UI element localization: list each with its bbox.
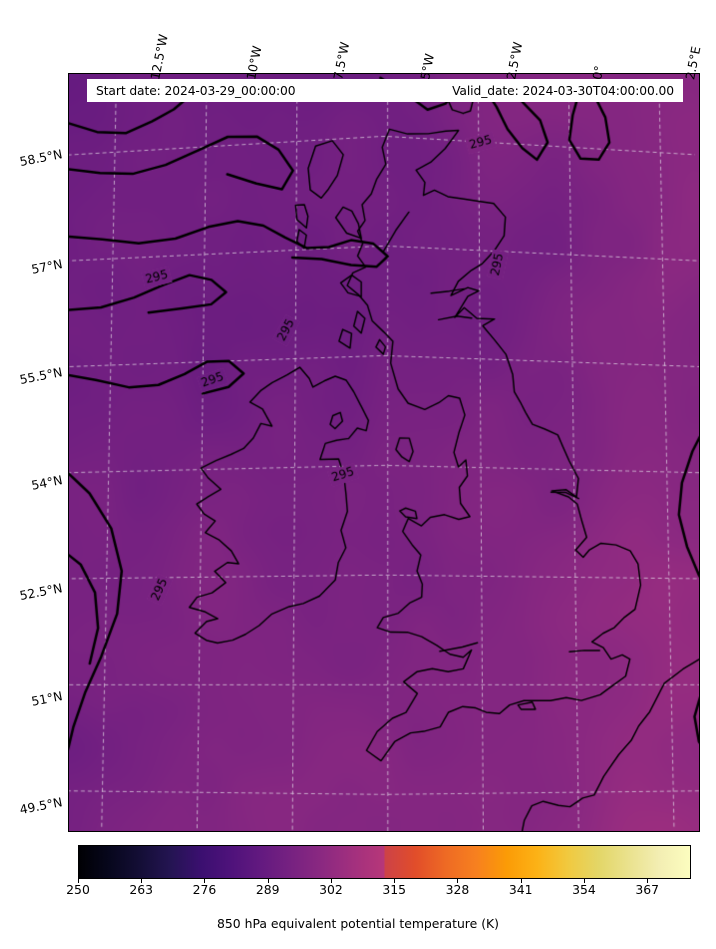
lat-tick-4: 52.5°N — [18, 580, 64, 604]
colorbar-tick-6 — [457, 879, 459, 883]
lat-tick-2: 55.5°N — [18, 364, 64, 388]
start-date-label: Start date: 2024-03-29_00:00:00 — [96, 83, 296, 98]
date-banner: Start date: 2024-03-29_00:00:00 Valid_da… — [87, 79, 683, 102]
colorbar-label-5: 315 — [382, 882, 407, 897]
colorbar-tick-1 — [141, 879, 143, 883]
map-plot-area[interactable]: Start date: 2024-03-29_00:00:00 Valid_da… — [68, 73, 700, 832]
colorbar[interactable] — [78, 845, 691, 883]
colorbar-tick-9 — [647, 879, 649, 883]
colorbar-label-4: 302 — [319, 882, 343, 897]
theta-e-field — [69, 74, 699, 831]
colorbar-label-1: 263 — [129, 882, 154, 897]
colorbar-tick-3 — [267, 879, 269, 883]
colorbar-tick-2 — [204, 879, 206, 883]
colorbar-label-8: 354 — [572, 882, 596, 897]
colorbar-tick-0 — [78, 879, 79, 883]
colorbar-label-6: 328 — [445, 882, 470, 897]
colorbar-title: 850 hPa equivalent potential temperature… — [217, 916, 499, 931]
colorbar-label-7: 341 — [508, 882, 533, 897]
valid-date-label: Valid_date: 2024-03-30T04:00:00.00 — [452, 83, 674, 98]
colorbar-gradient — [78, 845, 691, 879]
lat-tick-5: 51°N — [29, 688, 64, 709]
colorbar-tick-4 — [330, 879, 332, 883]
colorbar-tick-7 — [520, 879, 522, 883]
colorbar-tick-5 — [394, 879, 396, 883]
colorbar-label-2: 276 — [192, 882, 217, 897]
lon-tick-6: 2.5°E — [682, 45, 704, 81]
lat-tick-3: 54°N — [29, 472, 64, 493]
lat-tick-1: 57°N — [29, 256, 64, 277]
colorbar-label-0: 250 — [66, 882, 90, 897]
colorbar-label-9: 367 — [635, 882, 660, 897]
lat-tick-0: 58.5°N — [18, 146, 64, 170]
colorbar-tick-8 — [583, 879, 585, 883]
lat-tick-6: 49.5°N — [18, 794, 64, 818]
colorbar-label-3: 289 — [255, 882, 280, 897]
